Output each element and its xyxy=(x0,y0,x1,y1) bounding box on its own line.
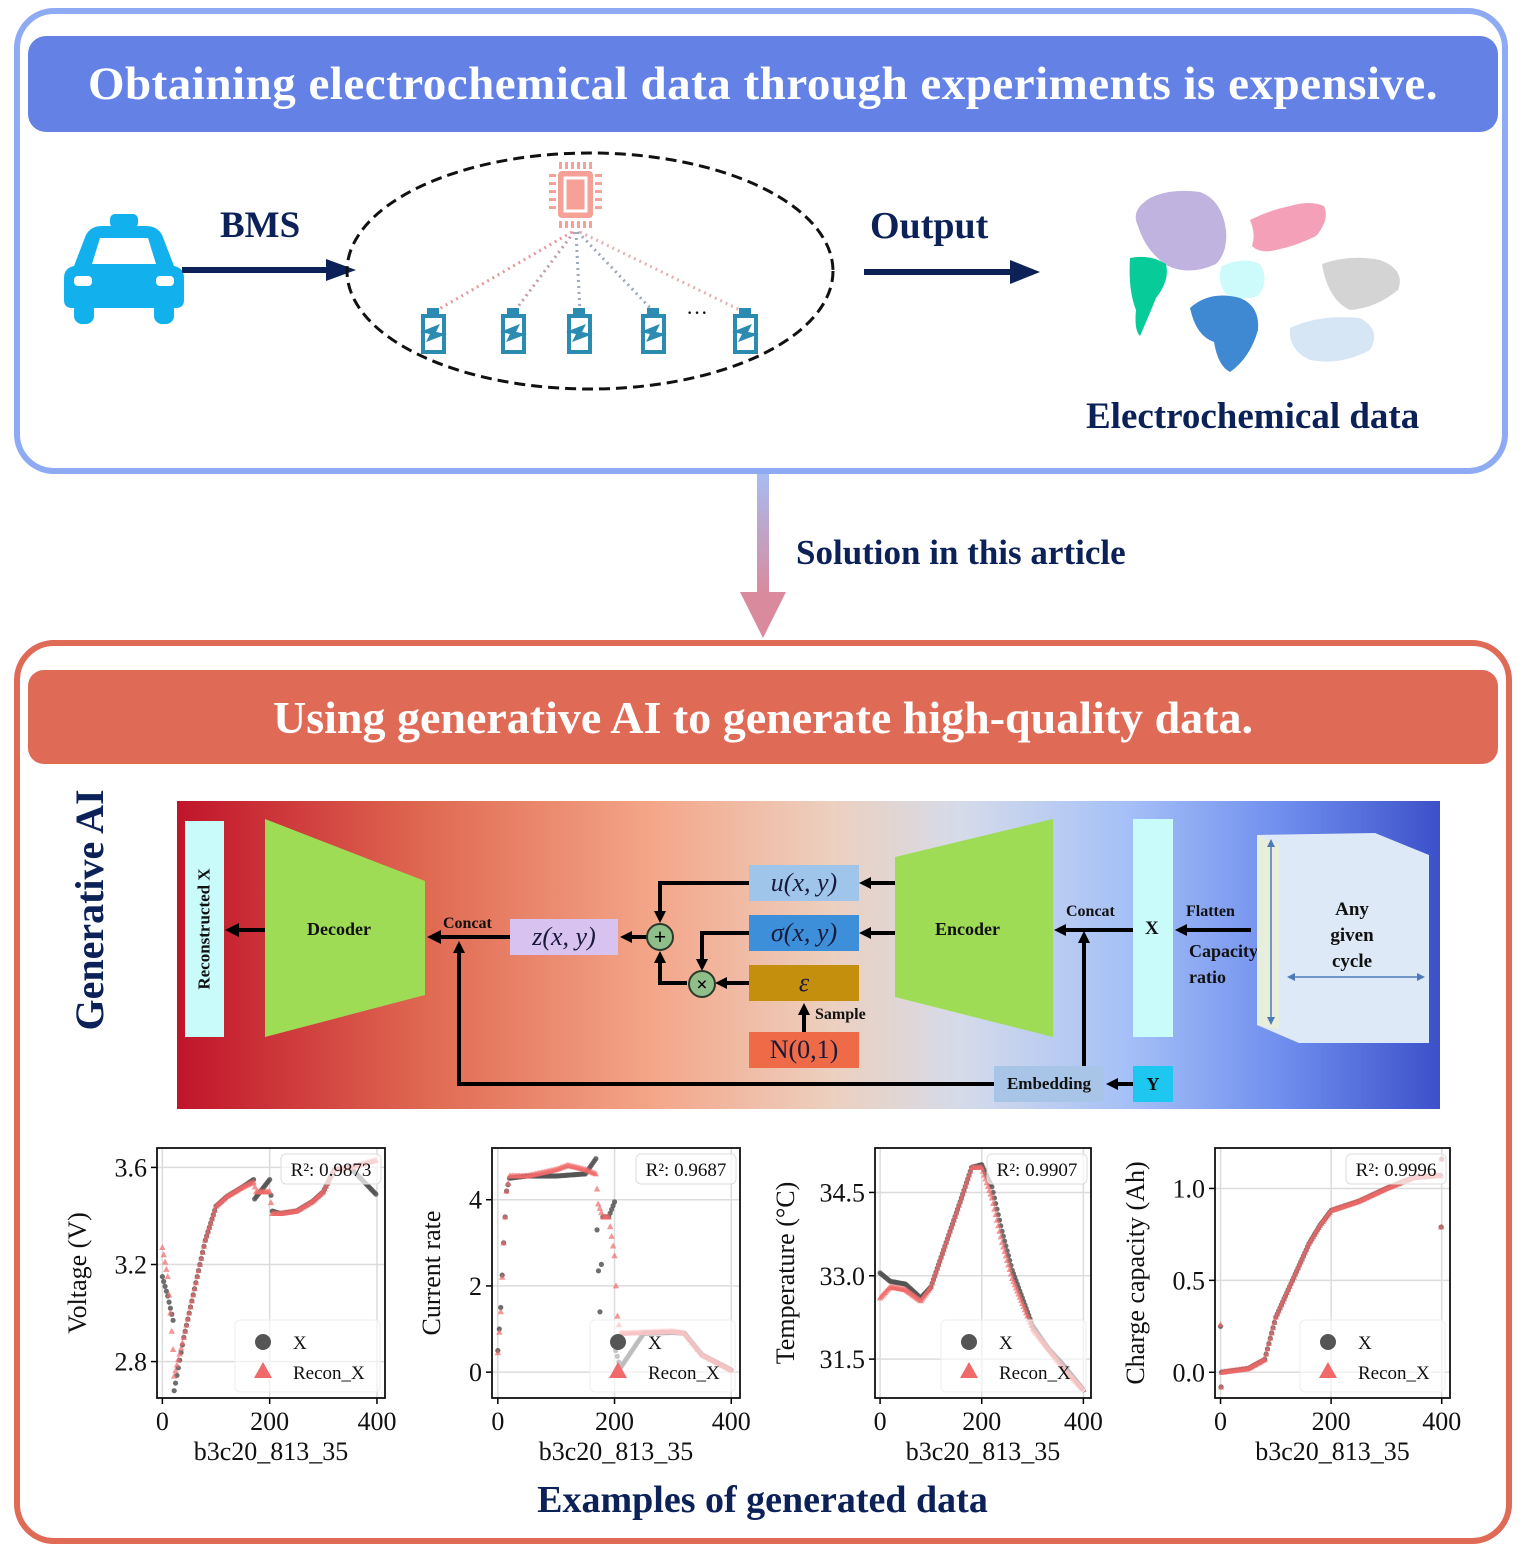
svg-text:0: 0 xyxy=(491,1407,504,1436)
svg-text:3.2: 3.2 xyxy=(115,1251,148,1280)
svg-text:31.5: 31.5 xyxy=(820,1345,866,1374)
data-cube-icon xyxy=(1257,833,1429,1043)
svg-text:+: + xyxy=(654,924,667,949)
capacity-ratio-label-2: ratio xyxy=(1189,967,1226,987)
flatten-label: Flatten xyxy=(1186,903,1235,920)
concat-label-right: Concat xyxy=(1066,903,1115,920)
svg-text:X: X xyxy=(648,1333,662,1354)
chart-charge-capacity: 0.0 0.5 1.0 0 200 400 R²: 0.9996 X Recon_X b3c20_… xyxy=(1120,1140,1470,1475)
svg-text:X: X xyxy=(1358,1333,1372,1354)
svg-text:R²: 0.9996: R²: 0.9996 xyxy=(1356,1160,1437,1181)
svg-text:33.0: 33.0 xyxy=(820,1262,866,1291)
encoder-label: Encoder xyxy=(935,919,1000,939)
more-batteries-ellipsis: ··· xyxy=(686,300,708,325)
svg-text:2: 2 xyxy=(469,1272,482,1301)
electrochemical-data-label: Electrochemical data xyxy=(1086,396,1420,437)
svg-text:400: 400 xyxy=(1422,1407,1461,1436)
world-map-icon xyxy=(1129,190,1400,372)
svg-text:Recon_X: Recon_X xyxy=(999,1363,1071,1384)
svg-text:2.8: 2.8 xyxy=(115,1348,148,1377)
svg-text:200: 200 xyxy=(250,1407,289,1436)
svg-text:400: 400 xyxy=(1064,1407,1103,1436)
reconstructed-x-box: Reconstructed X xyxy=(185,821,224,1037)
svg-text:Charge capacity (Ah): Charge capacity (Ah) xyxy=(1121,1161,1150,1384)
svg-text:4: 4 xyxy=(469,1186,482,1215)
output-label: Output xyxy=(870,205,989,247)
epsilon-box: ε xyxy=(749,965,859,1001)
embedding-box: Embedding xyxy=(994,1066,1104,1102)
plus-operator: + xyxy=(646,923,674,951)
chart-voltage: 2.8 3.2 3.6 0 200 400 R²: 0.9873 X Recon_X b3c20_… xyxy=(62,1140,402,1475)
svg-text:R²: 0.9873: R²: 0.9873 xyxy=(291,1160,372,1181)
bms-arrow xyxy=(182,259,356,281)
svg-text:400: 400 xyxy=(712,1407,751,1436)
cube-label: Any given cycle xyxy=(1330,899,1374,972)
svg-text:R²: 0.9907: R²: 0.9907 xyxy=(997,1160,1078,1181)
svg-text:X: X xyxy=(293,1333,307,1354)
svg-text:0: 0 xyxy=(156,1407,169,1436)
bms-label: BMS xyxy=(220,205,301,246)
examples-footer-label: Examples of generated data xyxy=(537,1479,988,1521)
solution-arrow xyxy=(740,474,786,638)
svg-text:1.0: 1.0 xyxy=(1173,1174,1206,1203)
flow-arrows: + × xyxy=(225,877,1251,1090)
svg-text:Temperature (°C): Temperature (°C) xyxy=(771,1182,800,1365)
bottom-banner-title: Using generative AI to generate high-qua… xyxy=(28,670,1498,764)
svg-text:Recon_X: Recon_X xyxy=(293,1363,365,1384)
svg-text:b3c20_813_35: b3c20_813_35 xyxy=(1255,1437,1410,1466)
svg-text:b3c20_813_35: b3c20_813_35 xyxy=(906,1437,1061,1466)
svg-text:×: × xyxy=(696,974,707,996)
svg-text:b3c20_813_35: b3c20_813_35 xyxy=(194,1437,349,1466)
svg-text:R²: 0.9687: R²: 0.9687 xyxy=(646,1160,727,1181)
chart-current-rate: 0 2 4 0 200 400 R²: 0.9687 X Recon_X b3c20_813_35… xyxy=(417,1140,760,1475)
svg-text:200: 200 xyxy=(1312,1407,1351,1436)
svg-text:Voltage (V): Voltage (V) xyxy=(63,1212,92,1334)
svg-text:0: 0 xyxy=(874,1407,887,1436)
svg-text:Current rate: Current rate xyxy=(420,1211,446,1336)
svg-text:0.0: 0.0 xyxy=(1173,1358,1206,1387)
chart-temperature: 31.5 33.0 34.5 0 200 400 R²: 0.9907 X Recon_X b3c… xyxy=(770,1140,1110,1475)
top-banner-title: Obtaining electrochemical data through e… xyxy=(28,36,1498,132)
y-condition-box: Y xyxy=(1133,1066,1173,1102)
battery-icon xyxy=(420,308,759,354)
svg-text:0.5: 0.5 xyxy=(1173,1266,1206,1295)
multiply-operator: × xyxy=(688,970,716,998)
svg-text:Recon_X: Recon_X xyxy=(648,1363,720,1384)
solution-label: Solution in this article xyxy=(796,533,1126,572)
x-input-bar xyxy=(1133,819,1173,1037)
battery-pack-diagram xyxy=(345,151,835,391)
x-input-label: X xyxy=(1145,918,1159,939)
decoder-block xyxy=(265,819,425,1037)
svg-text:3.6: 3.6 xyxy=(115,1153,148,1182)
capacity-ratio-label-1: Capacity xyxy=(1189,941,1258,961)
svg-text:b3c20_813_35: b3c20_813_35 xyxy=(539,1437,694,1466)
sample-label: Sample xyxy=(815,1006,866,1023)
z-latent-box: z(x, y) xyxy=(510,919,618,955)
svg-text:34.5: 34.5 xyxy=(820,1178,866,1207)
svg-text:0: 0 xyxy=(1214,1407,1227,1436)
concat-label-left: Concat xyxy=(443,915,492,932)
svg-text:X: X xyxy=(999,1333,1013,1354)
sigma-box: σ(x, y) xyxy=(749,915,859,951)
decoder-label: Decoder xyxy=(307,919,371,939)
svg-text:200: 200 xyxy=(595,1407,634,1436)
mu-box: u(x, y) xyxy=(749,865,859,901)
normal-distribution-box: N(0,1) xyxy=(749,1032,859,1068)
encoder-block xyxy=(895,819,1053,1037)
vae-architecture-diagram: Reconstructed X Decoder Encoder z(x, y) … xyxy=(177,801,1440,1109)
output-arrow xyxy=(864,260,1040,284)
svg-text:400: 400 xyxy=(357,1407,396,1436)
svg-text:0: 0 xyxy=(469,1358,482,1387)
generative-ai-label: Generative AI xyxy=(67,789,112,1031)
chip-icon xyxy=(549,162,602,228)
car-icon xyxy=(64,214,184,324)
svg-text:200: 200 xyxy=(962,1407,1001,1436)
svg-text:Recon_X: Recon_X xyxy=(1358,1363,1430,1384)
